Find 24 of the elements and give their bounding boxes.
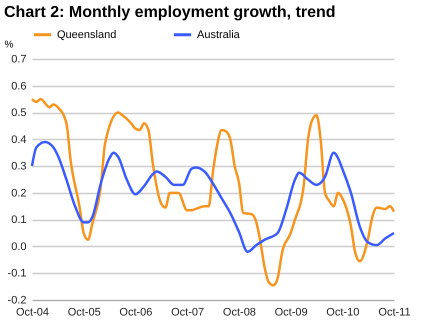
legend-label: Australia xyxy=(197,28,241,41)
x-tick-label: Oct-07 xyxy=(171,306,204,318)
line-series xyxy=(30,98,396,287)
y-tick-label: -0.1 xyxy=(8,268,26,280)
y-tick-label: 0.1 xyxy=(11,214,26,226)
y-tick-label: 0.3 xyxy=(11,160,26,173)
line-series xyxy=(30,140,396,254)
x-tick-label: Oct-11 xyxy=(378,306,411,318)
y-axis-title: % xyxy=(4,40,14,50)
y-tick-label: 0.4 xyxy=(11,134,26,146)
x-tick-label: Oct-06 xyxy=(119,306,152,318)
y-tick-label: 0.0 xyxy=(11,240,26,253)
y-tick-label: 0.5 xyxy=(11,107,26,120)
x-tick-label: Oct-09 xyxy=(274,306,308,318)
x-tick-label: Oct-10 xyxy=(326,306,360,318)
y-tick-label: -0.2 xyxy=(8,294,26,306)
y-tick-label: 0.2 xyxy=(11,187,26,200)
x-tick-label: Oct-05 xyxy=(68,306,101,318)
x-tick-label: Oct-08 xyxy=(222,306,256,318)
y-tick-label: 0.6 xyxy=(11,80,26,92)
chart-title: Chart 2: Monthly employment growth, trend xyxy=(4,4,336,21)
y-tick-label: 0.7 xyxy=(11,54,26,66)
legend-label: Queensland xyxy=(57,28,116,41)
x-tick-label: Oct-04 xyxy=(16,306,50,318)
